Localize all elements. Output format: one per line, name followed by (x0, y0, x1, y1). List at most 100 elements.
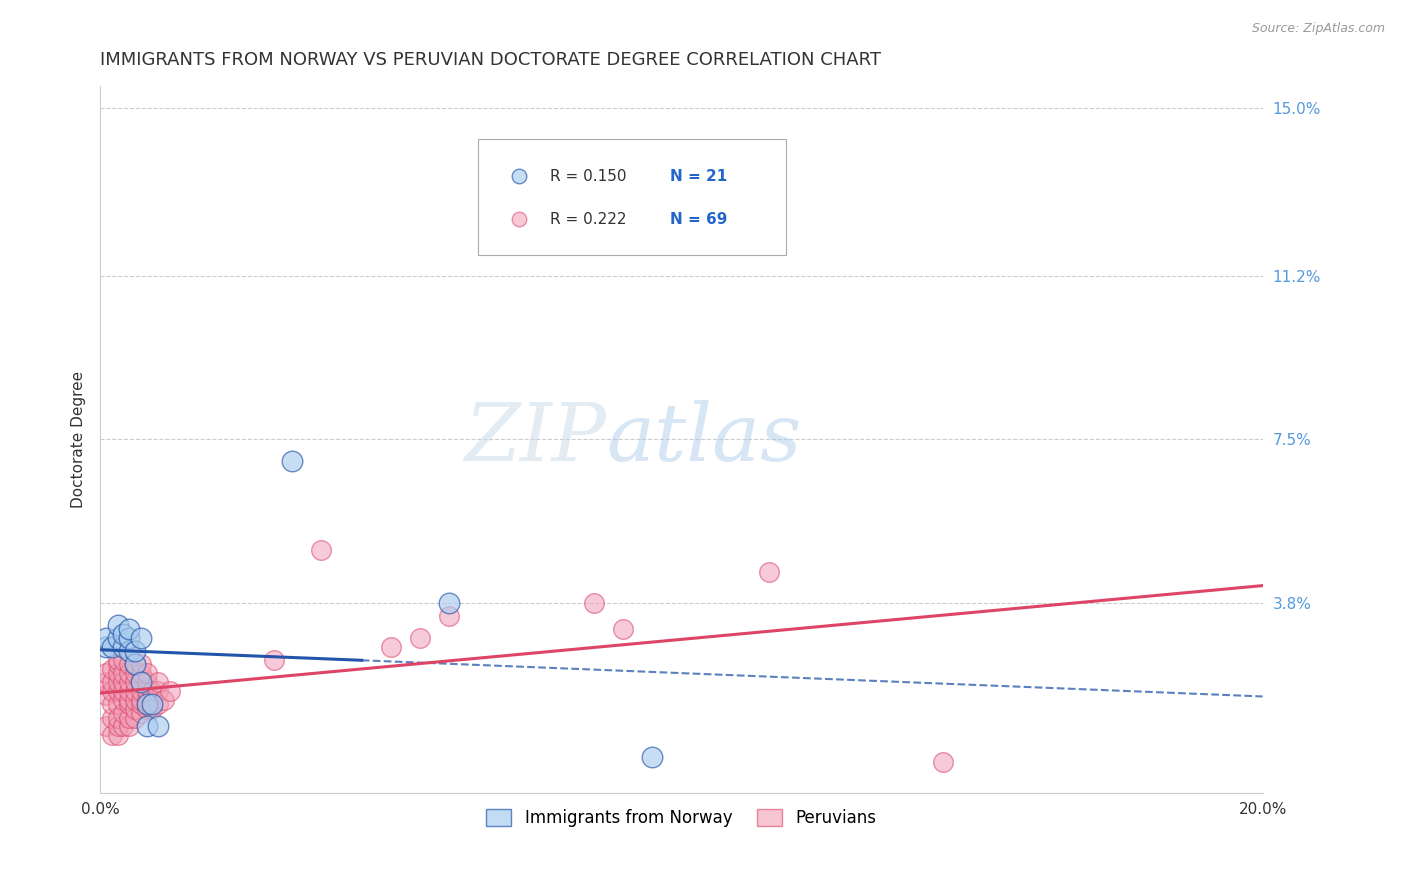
Point (124, 701, 146, 715)
Point (135, 675, 157, 690)
Point (107, 719, 129, 733)
Text: ZIP: ZIP (464, 401, 606, 478)
Point (107, 631, 129, 645)
Point (107, 653, 129, 667)
Point (135, 666, 157, 681)
Point (309, 542, 332, 557)
Point (437, 596, 460, 610)
Point (159, 684, 181, 698)
Point (107, 684, 129, 698)
Point (112, 626, 135, 640)
Point (118, 622, 141, 636)
Point (94, 666, 117, 681)
Point (148, 698, 170, 712)
Point (129, 675, 152, 690)
Point (135, 698, 157, 712)
Point (100, 698, 122, 712)
Text: IMMIGRANTS FROM NORWAY VS PERUVIAN DOCTORATE DEGREE CORRELATION CHART: IMMIGRANTS FROM NORWAY VS PERUVIAN DOCTO… (100, 51, 882, 69)
Point (135, 693, 157, 707)
Point (112, 684, 135, 698)
Point (112, 675, 135, 690)
Point (148, 684, 170, 698)
Point (107, 698, 129, 712)
Point (124, 657, 146, 672)
Point (932, 755, 955, 769)
Point (641, 750, 664, 764)
Point (118, 698, 141, 712)
Point (118, 675, 141, 690)
Point (148, 719, 170, 733)
Point (107, 728, 129, 742)
Point (118, 693, 141, 707)
Point (129, 684, 152, 698)
Point (148, 675, 170, 690)
Point (135, 701, 157, 715)
Point (107, 666, 129, 681)
Point (112, 693, 135, 707)
Point (129, 657, 152, 672)
Point (94, 675, 117, 690)
Point (409, 631, 432, 645)
Point (94, 640, 117, 654)
Point (118, 710, 141, 724)
Point (758, 565, 780, 579)
Point (112, 640, 135, 654)
Point (129, 666, 152, 681)
Text: R = 0.222: R = 0.222 (550, 212, 627, 227)
Point (124, 710, 146, 724)
Point (141, 701, 163, 715)
Point (118, 631, 141, 645)
Point (107, 617, 129, 632)
Point (129, 693, 152, 707)
Point (94, 689, 117, 703)
Point (281, 454, 304, 468)
Point (263, 653, 285, 667)
Point (100, 675, 122, 690)
Point (583, 596, 606, 610)
Point (112, 666, 135, 681)
Point (107, 657, 129, 672)
Point (153, 693, 176, 707)
Point (135, 684, 157, 698)
Text: atlas: atlas (606, 401, 801, 478)
Point (124, 684, 146, 698)
Point (124, 657, 146, 672)
Point (107, 710, 129, 724)
Point (437, 608, 460, 623)
Point (100, 684, 122, 698)
Point (129, 706, 152, 720)
Point (112, 706, 135, 720)
Point (612, 622, 634, 636)
Point (112, 653, 135, 667)
Point (118, 666, 141, 681)
Point (118, 657, 141, 672)
Legend: Immigrants from Norway, Peruvians: Immigrants from Norway, Peruvians (479, 802, 883, 834)
Point (129, 675, 152, 690)
Text: N = 21: N = 21 (669, 169, 727, 184)
Point (100, 640, 122, 654)
Point (141, 698, 163, 712)
Point (94, 719, 117, 733)
Point (100, 710, 122, 724)
Point (135, 719, 157, 733)
Y-axis label: Doctorate Degree: Doctorate Degree (72, 370, 86, 508)
Point (129, 631, 152, 645)
Point (124, 644, 146, 658)
Point (100, 728, 122, 742)
Text: N = 69: N = 69 (669, 212, 727, 227)
Text: Source: ZipAtlas.com: Source: ZipAtlas.com (1251, 22, 1385, 36)
Point (380, 640, 402, 654)
Text: R = 0.150: R = 0.150 (550, 169, 627, 184)
Point (129, 698, 152, 712)
Point (124, 693, 146, 707)
Point (124, 675, 146, 690)
Point (94, 631, 117, 645)
FancyBboxPatch shape (478, 138, 786, 255)
Point (124, 666, 146, 681)
Point (107, 675, 129, 690)
Point (112, 719, 135, 733)
Point (100, 662, 122, 676)
Point (141, 684, 163, 698)
Point (118, 644, 141, 658)
Point (118, 684, 141, 698)
